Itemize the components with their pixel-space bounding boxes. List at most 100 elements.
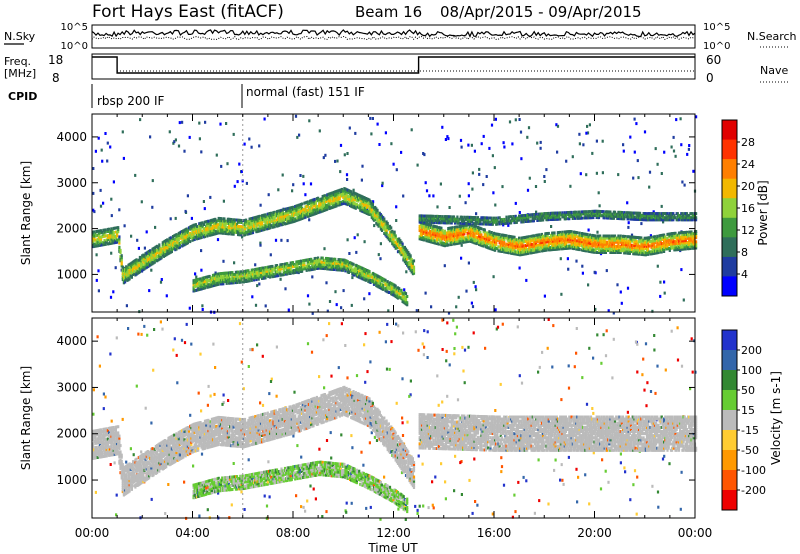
power-cell [272, 211, 275, 215]
cpid-segment-1: rbsp 200 IF [97, 94, 164, 108]
power-cell [315, 205, 318, 209]
power-cell [318, 264, 321, 268]
power-cell [396, 237, 400, 241]
power-cell [269, 212, 272, 215]
power-cell [323, 263, 326, 266]
power-cell [622, 149, 625, 153]
power-cell [372, 276, 376, 280]
power-cell [286, 219, 289, 223]
power-cell [511, 241, 514, 245]
power-cell [596, 230, 599, 234]
power-cell [182, 237, 185, 241]
power-cell [106, 236, 109, 240]
power-cell [505, 248, 508, 252]
power-cell [483, 228, 486, 232]
power-cell [140, 200, 143, 204]
power-cell [459, 233, 462, 236]
power-cell [161, 253, 164, 257]
power-cell [585, 241, 588, 245]
power-cell [237, 278, 240, 282]
power-cell [518, 236, 521, 240]
power-cell [153, 260, 156, 264]
power-cell [535, 238, 538, 241]
power-cell [406, 249, 409, 253]
power-cell [449, 239, 452, 242]
power-cell [329, 261, 332, 265]
power-cell [519, 241, 522, 244]
power-cell [373, 224, 376, 228]
power-cell [440, 239, 443, 243]
power-cell [209, 219, 212, 223]
power-cell [156, 248, 159, 252]
power-cell [540, 249, 543, 253]
power-cell [298, 133, 301, 137]
power-cell [215, 232, 218, 235]
power-cell [281, 173, 284, 177]
power-cell [114, 226, 117, 230]
power-cell [543, 240, 546, 244]
power-cell [323, 196, 326, 200]
power-cell [576, 247, 579, 251]
power-cell [200, 150, 203, 154]
noise-left-tick-bottom: 10^0 [61, 41, 88, 52]
power-cell [145, 263, 148, 267]
power-cell [535, 248, 538, 252]
power-cell [552, 235, 555, 239]
power-cell [551, 246, 554, 250]
power-cell [438, 226, 441, 230]
power-cell [138, 264, 141, 268]
power-cell [524, 235, 527, 239]
power-cell [185, 233, 188, 237]
power-cell [125, 277, 128, 281]
power-cell [110, 227, 113, 231]
power-cell [539, 146, 542, 150]
power-cell [161, 245, 164, 249]
power-cell [513, 246, 516, 250]
power-cell [595, 251, 598, 254]
power-cell [375, 207, 378, 211]
power-cell [154, 255, 157, 259]
power-cell [440, 232, 443, 236]
power-cell [208, 274, 211, 278]
power-cell [536, 244, 539, 247]
power-cell [399, 290, 402, 293]
power-cell [222, 219, 225, 223]
power-cell [467, 143, 470, 147]
power-cell [258, 269, 261, 273]
power-cell [353, 195, 356, 199]
power-cell [367, 277, 370, 281]
power-cell [311, 311, 314, 315]
power-cell [361, 269, 364, 272]
power-cell [137, 260, 140, 264]
power-cell [219, 282, 223, 286]
power-cell [304, 215, 307, 219]
power-cell [206, 230, 209, 234]
power-cell [258, 218, 261, 222]
power-cell [203, 235, 207, 239]
power-cell [219, 223, 223, 227]
power-cell [247, 226, 250, 230]
power-cell [230, 232, 233, 236]
power-cell [361, 277, 364, 281]
power-cell [569, 238, 572, 242]
power-cell [508, 245, 511, 249]
power-cell [581, 244, 585, 248]
power-cell [527, 239, 530, 243]
power-cell [540, 239, 543, 243]
power-cell [199, 230, 202, 234]
power-cell [201, 304, 204, 308]
power-cell [351, 196, 354, 200]
power-cell [198, 121, 201, 125]
power-cell [261, 218, 264, 222]
power-cell [150, 250, 153, 254]
power-cell [599, 244, 602, 248]
power-cell [377, 279, 380, 283]
power-cell [347, 268, 350, 272]
power-cell [514, 201, 517, 205]
power-cell [543, 180, 546, 183]
power-cell [312, 198, 315, 202]
power-cell [230, 224, 233, 228]
power-cell [308, 302, 311, 306]
power-cell [129, 274, 132, 278]
power-cell [465, 289, 468, 293]
